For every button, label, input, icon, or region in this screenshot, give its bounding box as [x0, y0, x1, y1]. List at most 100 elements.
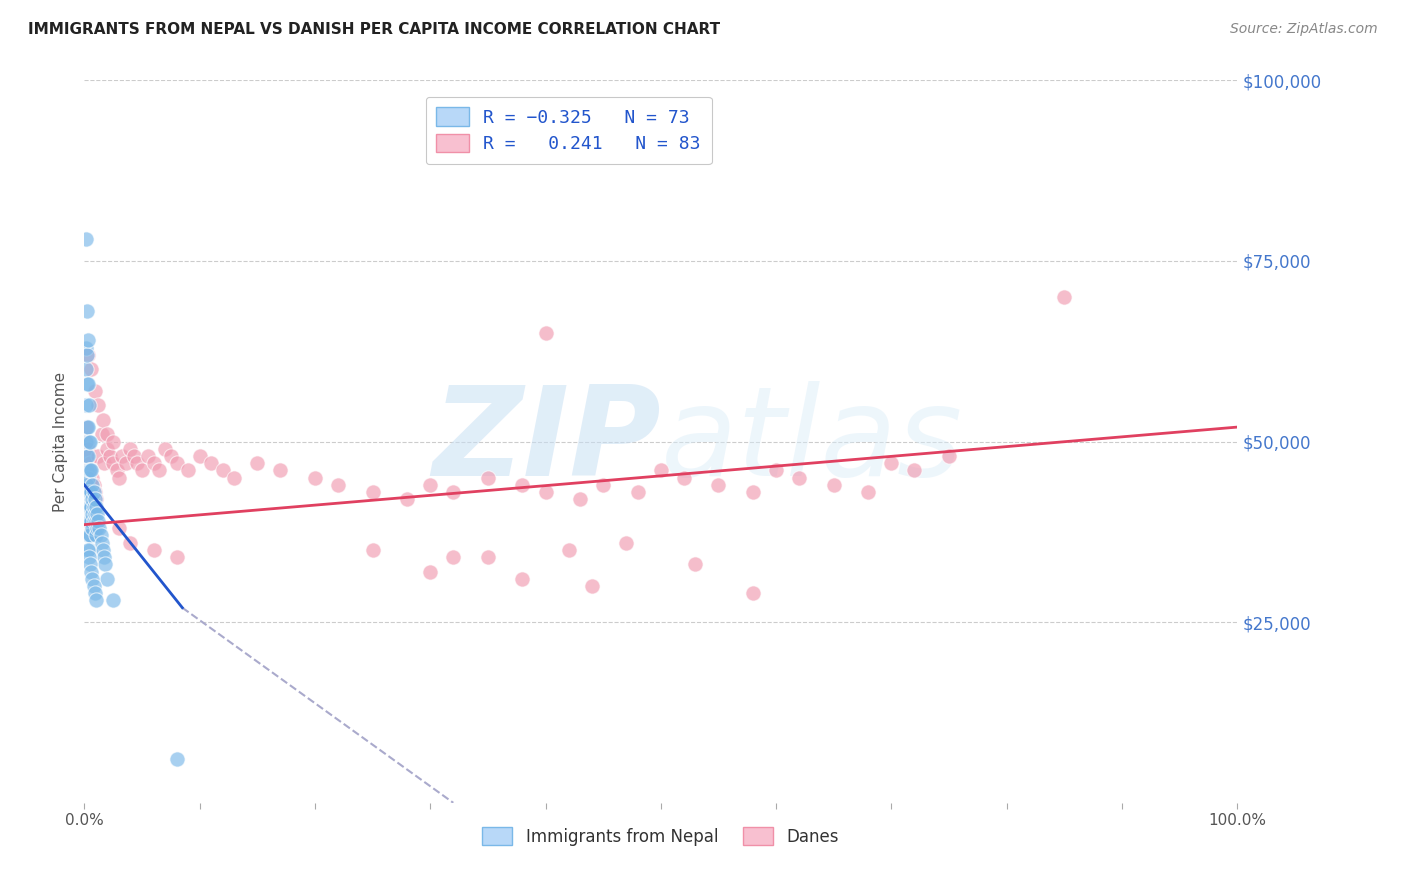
Point [87, 398, 110, 412]
Point [76, 507, 98, 521]
Point [103, 456, 124, 470]
Point [512, 478, 534, 492]
Point [108, 521, 131, 535]
Point [75, 341, 97, 355]
Point [82, 478, 104, 492]
Point [166, 752, 188, 766]
Point [76, 514, 98, 528]
Point [77, 528, 100, 542]
Point [90, 535, 112, 549]
Point [108, 470, 131, 484]
Point [79, 485, 101, 500]
Point [80, 514, 103, 528]
Point [75, 398, 97, 412]
Point [142, 456, 165, 470]
Point [84, 492, 107, 507]
Point [160, 449, 183, 463]
Point [419, 565, 441, 579]
Point [91, 413, 114, 427]
Point [76, 500, 98, 514]
Point [83, 384, 105, 398]
Point [83, 500, 105, 514]
Point [76, 304, 98, 318]
Point [76, 528, 98, 542]
Point [80, 500, 103, 514]
Point [79, 558, 101, 572]
Point [80, 362, 103, 376]
Point [477, 550, 499, 565]
Point [592, 478, 614, 492]
Point [82, 507, 104, 521]
Point [76, 348, 98, 362]
Point [77, 463, 100, 477]
Point [75, 420, 97, 434]
Point [80, 565, 103, 579]
Point [122, 449, 145, 463]
Point [361, 542, 384, 557]
Point [98, 449, 121, 463]
Point [82, 470, 104, 484]
Point [76, 449, 98, 463]
Point [419, 478, 441, 492]
Point [650, 463, 672, 477]
Point [512, 572, 534, 586]
Point [93, 550, 115, 565]
Point [76, 442, 98, 456]
Point [77, 398, 100, 412]
Point [83, 485, 105, 500]
Point [83, 579, 105, 593]
Point [89, 528, 111, 542]
Point [103, 593, 124, 607]
Point [77, 434, 100, 449]
Point [77, 550, 100, 565]
Point [211, 463, 233, 477]
Point [269, 463, 291, 477]
Point [82, 521, 104, 535]
Point [80, 463, 103, 477]
Point [76, 376, 98, 391]
Point [76, 449, 98, 463]
Point [200, 456, 222, 470]
Point [142, 542, 165, 557]
Point [76, 376, 98, 391]
Point [246, 456, 269, 470]
Point [83, 514, 105, 528]
Point [614, 535, 637, 549]
Point [84, 514, 107, 528]
Point [823, 478, 845, 492]
Point [76, 478, 98, 492]
Point [79, 528, 101, 542]
Point [82, 492, 104, 507]
Point [75, 362, 97, 376]
Point [76, 485, 98, 500]
Point [105, 463, 128, 477]
Point [707, 478, 730, 492]
Point [136, 449, 159, 463]
Point [166, 550, 188, 565]
Text: ZIP: ZIP [432, 381, 661, 502]
Text: atlas: atlas [661, 381, 963, 502]
Point [326, 478, 349, 492]
Point [76, 348, 98, 362]
Point [89, 521, 111, 535]
Point [84, 500, 107, 514]
Point [83, 485, 105, 500]
Point [148, 463, 170, 477]
Point [127, 456, 149, 470]
Legend: Immigrants from Nepal, Danes: Immigrants from Nepal, Danes [475, 821, 846, 852]
Point [76, 334, 98, 348]
Point [765, 463, 787, 477]
Point [1053, 290, 1076, 304]
Point [569, 492, 592, 507]
Point [82, 572, 104, 586]
Point [115, 456, 138, 470]
Point [86, 507, 108, 521]
Point [153, 442, 176, 456]
Point [76, 492, 98, 507]
Point [787, 470, 810, 484]
Point [120, 535, 142, 549]
Point [396, 492, 419, 507]
Point [80, 463, 103, 477]
Point [131, 463, 153, 477]
Point [441, 550, 464, 565]
